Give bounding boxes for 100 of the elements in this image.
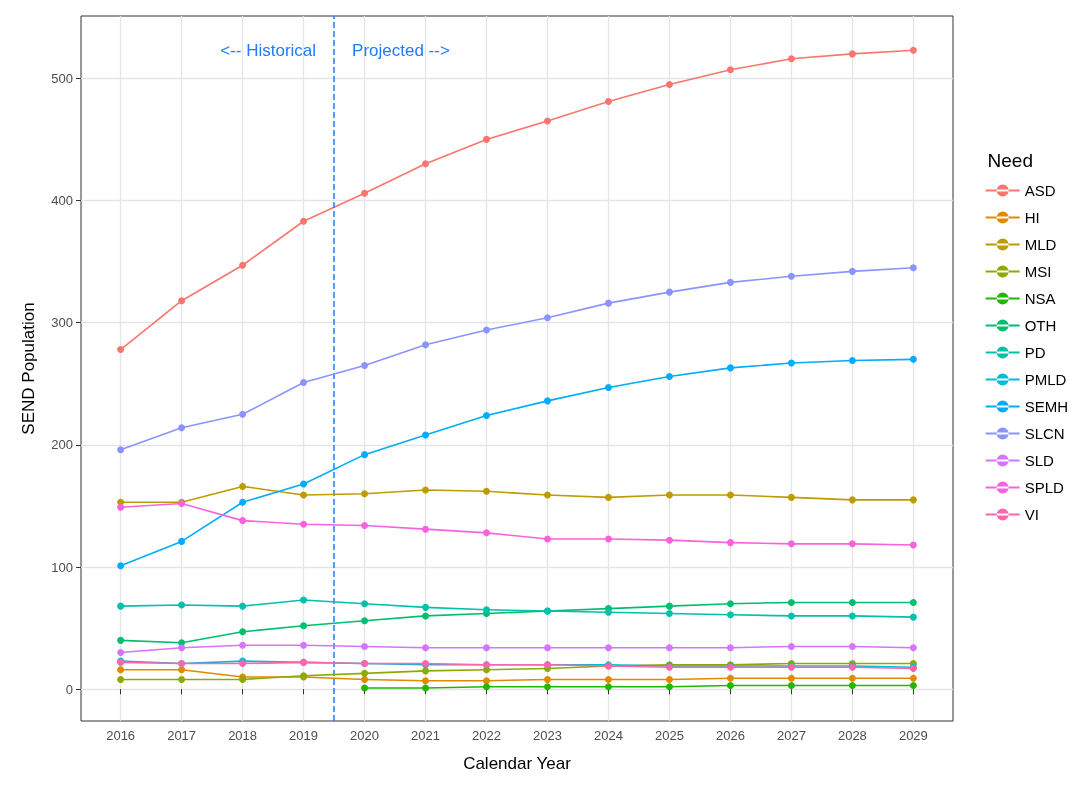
- point: [726, 539, 734, 547]
- point: [117, 346, 125, 354]
- legend-label: SLD: [1024, 452, 1055, 469]
- point: [726, 611, 734, 619]
- point: [726, 682, 734, 690]
- point: [544, 675, 551, 683]
- point: [361, 490, 369, 498]
- point: [300, 379, 308, 387]
- y-tick-label: 100: [51, 559, 73, 575]
- point: [787, 359, 795, 367]
- point: [848, 612, 856, 620]
- point: [422, 603, 430, 611]
- point: [665, 288, 673, 296]
- point: [909, 541, 917, 549]
- point: [361, 669, 369, 677]
- point: [726, 644, 734, 652]
- point: [361, 189, 369, 197]
- point: [361, 684, 369, 692]
- point: [604, 644, 612, 652]
- point: [300, 520, 308, 528]
- y-tick-label: 300: [51, 315, 73, 331]
- point: [909, 46, 917, 54]
- point: [787, 540, 795, 548]
- point: [604, 535, 612, 543]
- point: [848, 540, 856, 548]
- point: [787, 55, 795, 63]
- point: [726, 278, 734, 286]
- point: [361, 617, 369, 625]
- point: [909, 264, 917, 272]
- x-tick-label: 2017: [167, 728, 197, 743]
- point: [178, 666, 186, 674]
- x-tick-label: 2029: [898, 728, 928, 743]
- point: [848, 674, 856, 682]
- point: [544, 683, 551, 691]
- point: [300, 217, 308, 225]
- point: [178, 424, 186, 432]
- point: [787, 642, 795, 650]
- annotation: <-- Historical: [220, 40, 317, 60]
- point: [787, 674, 795, 682]
- point: [665, 536, 673, 544]
- legend-label: PMLD: [1024, 371, 1067, 388]
- point: [300, 622, 308, 630]
- point: [483, 487, 491, 495]
- point: [665, 80, 673, 88]
- y-tick-label: 0: [65, 681, 73, 697]
- point: [300, 480, 308, 488]
- point: [422, 644, 430, 652]
- point: [544, 535, 551, 543]
- point: [117, 675, 125, 683]
- point: [909, 355, 917, 363]
- legend-label: ASD: [1024, 182, 1056, 199]
- legend-label: NSA: [1024, 290, 1056, 307]
- y-axis-title: SEND Population: [19, 302, 38, 435]
- point: [117, 503, 125, 511]
- point: [422, 612, 430, 620]
- point: [909, 682, 917, 690]
- legend-label: MSI: [1024, 263, 1052, 280]
- point: [544, 117, 551, 125]
- y-tick-label: 400: [51, 193, 73, 208]
- x-tick-label: 2020: [350, 728, 380, 743]
- point: [239, 517, 247, 525]
- point: [239, 498, 247, 506]
- point: [848, 598, 856, 606]
- point: [361, 522, 369, 529]
- point: [239, 261, 247, 269]
- point: [787, 682, 795, 690]
- point: [787, 598, 795, 606]
- point: [422, 667, 430, 675]
- point: [178, 537, 186, 545]
- x-tick-label: 2019: [289, 728, 319, 743]
- annotation: Projected -->: [352, 40, 450, 60]
- point: [483, 412, 491, 420]
- point: [848, 50, 856, 58]
- y-tick-label: 200: [51, 437, 73, 453]
- point: [787, 272, 795, 280]
- point: [909, 598, 917, 606]
- legend-title: Need: [987, 150, 1033, 171]
- x-tick-label: 2018: [228, 728, 258, 743]
- point: [178, 297, 186, 305]
- point: [300, 491, 308, 499]
- legend-label: SPLD: [1024, 479, 1065, 496]
- point: [848, 357, 856, 365]
- legend-label: PD: [1024, 344, 1046, 361]
- x-tick-label: 2026: [715, 728, 745, 743]
- point: [665, 644, 673, 652]
- x-axis-title: Calendar Year: [463, 754, 572, 773]
- point: [848, 267, 856, 275]
- point: [483, 529, 491, 537]
- point: [239, 641, 247, 649]
- point: [361, 451, 369, 459]
- x-tick-label: 2016: [106, 728, 136, 743]
- y-tick-label: 500: [51, 70, 73, 86]
- point: [361, 600, 369, 608]
- legend-label: SEMH: [1024, 398, 1069, 415]
- point: [604, 383, 612, 391]
- point: [665, 372, 673, 380]
- point: [239, 602, 247, 610]
- legend-label: OTH: [1024, 317, 1057, 334]
- point: [604, 299, 612, 307]
- point: [909, 496, 917, 504]
